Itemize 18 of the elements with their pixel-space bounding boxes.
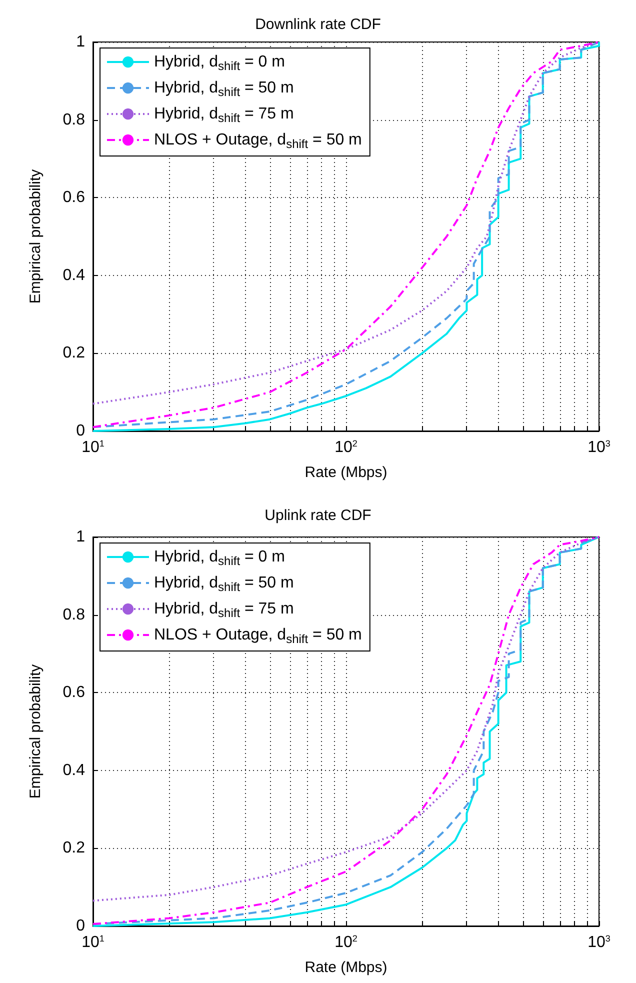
- y-tick-label: 0: [76, 422, 86, 440]
- y-tick-label: 0.6: [62, 189, 86, 206]
- chart-title: Downlink rate CDF: [255, 16, 381, 33]
- y-tick-label: 0.4: [62, 266, 86, 284]
- y-tick-label: 1: [76, 528, 86, 546]
- x-axis-title: Rate (Mbps): [304, 959, 388, 976]
- y-tick-label: 0.4: [62, 762, 86, 779]
- chart-title: Uplink rate CDF: [264, 507, 372, 524]
- y-axis-title: Empirical probability: [27, 168, 44, 304]
- y-tick-label: 0.6: [62, 684, 86, 702]
- y-tick-label: 1: [76, 34, 86, 50]
- y-tick-label: 0.8: [62, 606, 86, 624]
- x-axis-title: Rate (Mbps): [304, 464, 388, 481]
- y-tick-label: 0.8: [62, 111, 86, 128]
- y-tick-label: 0: [76, 918, 86, 934]
- y-tick-label: 0.2: [62, 344, 86, 362]
- y-tick-label: 0.2: [62, 840, 86, 857]
- y-axis-title: Empirical probability: [27, 664, 44, 799]
